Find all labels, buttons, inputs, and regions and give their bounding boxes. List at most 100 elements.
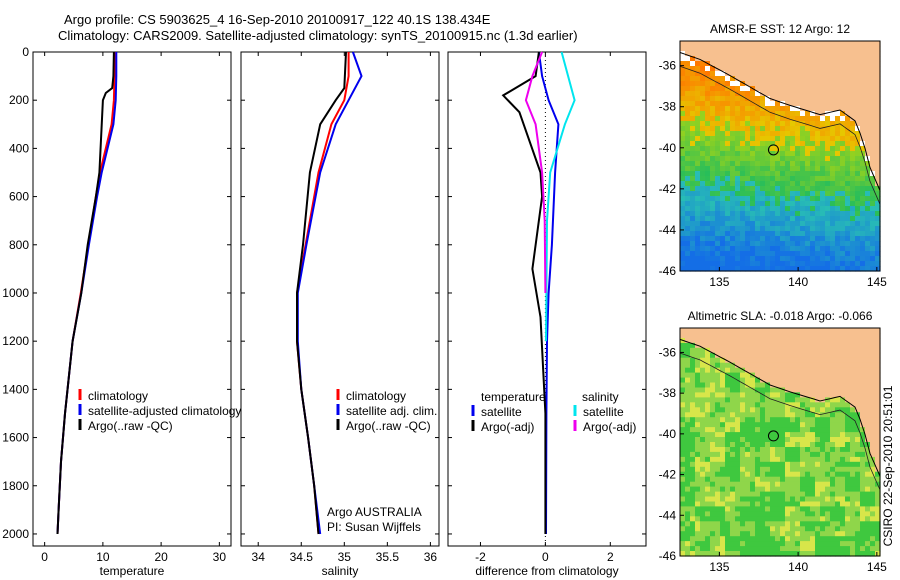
sst-map-cell [775, 131, 781, 137]
sst-map-cell [775, 206, 781, 212]
sla-map-cell [680, 466, 686, 473]
sst-map-cell [785, 226, 791, 232]
sst-map-cell [750, 46, 756, 52]
sla-map-cell [770, 377, 776, 384]
sst-map-cell [855, 246, 861, 252]
sst-map-cell [780, 106, 786, 112]
sst-map-cell [735, 101, 741, 107]
sla-map-cell [750, 506, 756, 512]
sst-map-cell [835, 126, 841, 132]
sla-map-cell [760, 521, 766, 527]
sla-map-cell [790, 387, 796, 394]
sst-map-cell [715, 256, 721, 262]
sst-map-cell [745, 66, 751, 72]
sst-map-cell [865, 116, 871, 122]
sla-map-cell [690, 486, 696, 493]
sla-map-cell [720, 422, 726, 428]
sla-map-cell [780, 447, 786, 453]
sla-map-cell [785, 337, 791, 344]
sst-map-cell [795, 81, 801, 87]
sla-map-cell [855, 546, 861, 552]
sst-map-cell [810, 121, 816, 127]
sla-map-cell [815, 471, 821, 478]
sst-map-cell [830, 81, 836, 87]
sst-map-cell [690, 51, 696, 57]
sla-map-cell [685, 511, 691, 517]
sst-map-cell [735, 56, 741, 62]
sst-map-cell [680, 191, 686, 197]
sla-map-cell [775, 461, 781, 468]
sst-map-cell [810, 41, 816, 47]
sst-map-cell [695, 186, 701, 192]
sla-map-cell [800, 357, 806, 364]
sst-map-cell [810, 56, 816, 62]
sla-map-cell [715, 417, 721, 423]
sla-map-cell [770, 496, 776, 503]
sla-map-cell [695, 407, 701, 413]
sla-map-cell [740, 417, 746, 423]
sla-map-cell [840, 496, 846, 503]
sla-map-cell [795, 491, 801, 498]
sla-map-cell [725, 466, 731, 473]
sst-map-cell [855, 51, 861, 57]
sla-map-cell [725, 392, 731, 398]
sla-map-cell [785, 481, 791, 488]
sla-map-cell [750, 337, 756, 344]
sst-map-cell [815, 246, 821, 252]
sst-map-cell [875, 176, 881, 182]
sst-map-cell [835, 176, 841, 182]
sst-map-cell [710, 146, 716, 152]
sla-map-cell [860, 357, 866, 364]
sst-map-cell [705, 171, 711, 177]
sla-map-cell [825, 531, 831, 537]
sla-map-cell [840, 417, 846, 423]
sst-map-cell [775, 176, 781, 182]
difference-legend-header-salinity: salinity [582, 390, 619, 404]
sst-map-cell [865, 141, 871, 147]
sst-map-cell [700, 111, 706, 117]
sla-map-cell [870, 427, 876, 433]
sst-map-cell [820, 196, 826, 202]
sst-map-cell [745, 121, 751, 127]
sla-map-cell [810, 447, 816, 453]
sst-map-cell [680, 56, 686, 62]
sla-map-cell [735, 466, 741, 473]
sst-map-cell [755, 41, 761, 47]
sla-map-cell [845, 521, 851, 527]
sla-map-cell [855, 352, 861, 359]
sst-map-cell [690, 261, 696, 267]
sst-map-cell [715, 161, 721, 167]
sla-map-cell [730, 511, 736, 517]
sla-map-cell [775, 377, 781, 384]
sla-map-cell [855, 496, 861, 503]
sst-map-cell [750, 196, 756, 202]
sla-map-cell [820, 352, 826, 359]
sla-map-cell [730, 437, 736, 443]
sst-map-cell [745, 226, 751, 232]
sst-map-cell [850, 111, 856, 117]
sla-map-cell [740, 471, 746, 478]
sla-map-cell [780, 377, 786, 384]
sst-map-cell [730, 41, 736, 47]
sla-map-frame [679, 327, 881, 557]
sla-map-cell [700, 546, 706, 552]
sla-map-cell [840, 328, 846, 334]
sla-map-cell [715, 546, 721, 552]
sla-map-cell [725, 372, 731, 379]
sla-map-cell [840, 536, 846, 542]
sst-map-cell [715, 156, 721, 162]
sst-map-cell [850, 101, 856, 107]
sla-map-cell [820, 342, 826, 349]
sla-map-cell [690, 511, 696, 517]
sla-map-cell [855, 491, 861, 498]
sst-map-cell [790, 176, 796, 182]
sst-map-cell [800, 41, 806, 47]
sla-map-cell [705, 328, 711, 334]
difference-profile-xtick-label: 0 [542, 550, 549, 564]
sst-map-cell [830, 241, 836, 247]
sla-map-cell [725, 347, 731, 354]
sst-map-cell [845, 131, 851, 137]
sla-map-cell [715, 526, 721, 532]
sla-map-cell [800, 382, 806, 389]
sst-map-cell [700, 246, 706, 252]
